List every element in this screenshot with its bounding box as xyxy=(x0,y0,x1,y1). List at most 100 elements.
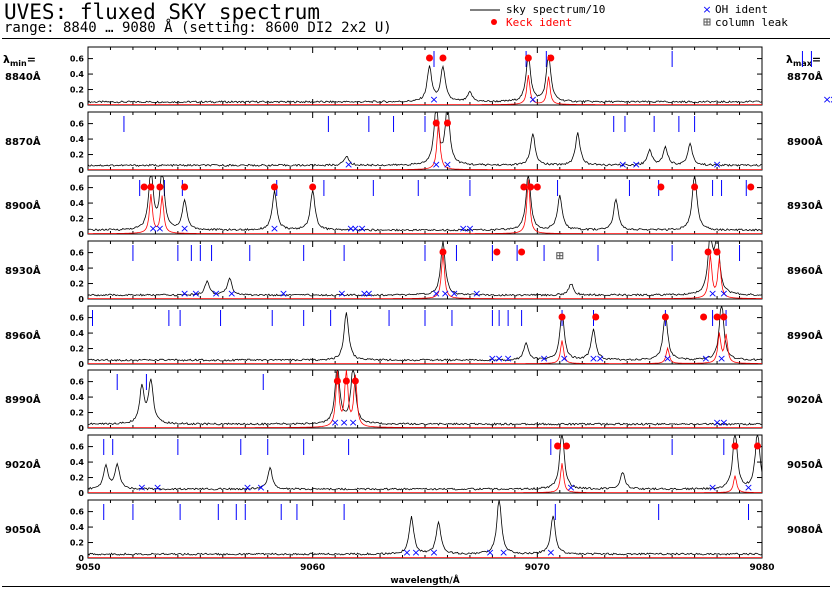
oh-ident-marker: × xyxy=(153,481,162,494)
panel-lambda-min-label: 9050Å xyxy=(5,523,41,536)
oh-ident-marker: × xyxy=(348,416,357,429)
oh-ident-marker: × xyxy=(488,352,497,365)
oh-ident-marker: × xyxy=(270,222,279,235)
y-tick-label: 0.2 xyxy=(70,474,84,483)
y-tick-label: 0.4 xyxy=(70,70,85,79)
oh-ident-marker: × xyxy=(459,222,468,235)
oh-ident-marker: × xyxy=(560,352,569,365)
oh-ident-marker: × xyxy=(708,481,717,494)
x-tick-label: 9050 xyxy=(75,563,100,573)
keck-ident-marker xyxy=(147,183,155,191)
panel-lambda-max-label: 9050Å xyxy=(787,458,823,471)
keck-ident-marker xyxy=(270,183,278,191)
keck-ident-marker xyxy=(713,248,721,256)
oh-ident-marker: × xyxy=(256,481,265,494)
sky-spectrum-line xyxy=(88,500,762,556)
oh-ident-marker: × xyxy=(823,93,832,106)
y-tick-label: 0 xyxy=(78,166,84,175)
oh-ident-marker: × xyxy=(701,352,710,365)
sky-spectrum-line xyxy=(88,435,762,491)
legend-leak-label: column leak xyxy=(715,16,788,29)
keck-ident-marker xyxy=(533,183,541,191)
y-tick-label: 0.6 xyxy=(70,249,85,258)
panel-lambda-max-label: 8930Å xyxy=(787,199,823,212)
keck-ident-marker xyxy=(520,183,528,191)
y-tick-label: 0.6 xyxy=(70,508,85,517)
legend-keck-dot xyxy=(491,19,497,25)
panel-lambda-max-label: 8900Å xyxy=(787,135,823,148)
keck-ident-marker xyxy=(720,313,728,321)
oh-ident-marker: × xyxy=(712,158,721,171)
y-tick-label: 0 xyxy=(78,230,84,239)
oh-ident-marker: × xyxy=(149,222,158,235)
oh-ident-marker: × xyxy=(450,287,459,300)
oh-ident-marker: × xyxy=(539,352,548,365)
oh-ident-marker: × xyxy=(719,287,728,300)
oh-ident-marker: × xyxy=(243,481,252,494)
y-tick-label: 0.2 xyxy=(70,345,84,354)
oh-ident-marker: × xyxy=(441,287,450,300)
x-tick-label: 9060 xyxy=(300,563,325,573)
y-tick-label: 0.4 xyxy=(70,199,85,208)
oh-ident-marker: × xyxy=(432,158,441,171)
y-tick-label: 0.6 xyxy=(70,443,85,452)
legend-oh-icon: × xyxy=(702,3,711,16)
oh-ident-marker: × xyxy=(472,287,481,300)
oh-ident-marker: × xyxy=(340,416,349,429)
page-title: UVES: fluxed SKY spectrum xyxy=(4,0,321,24)
oh-ident-marker: × xyxy=(411,546,420,559)
sky-spectrum-line xyxy=(88,112,762,168)
oh-ident-marker: × xyxy=(717,352,726,365)
keck-ident-marker xyxy=(700,313,708,321)
y-tick-label: 0.6 xyxy=(70,55,85,64)
keck-ident-marker xyxy=(432,119,440,127)
keck-ident-marker xyxy=(558,313,566,321)
oh-ident-marker: × xyxy=(429,546,438,559)
y-tick-label: 0 xyxy=(78,489,84,498)
keck-spectrum-line xyxy=(88,179,762,234)
y-tick-label: 0 xyxy=(78,295,84,304)
keck-ident-marker xyxy=(156,183,164,191)
y-tick-label: 0.6 xyxy=(70,378,85,387)
keck-spectrum-line xyxy=(88,74,762,105)
oh-ident-marker: × xyxy=(337,287,346,300)
oh-ident-marker: × xyxy=(465,222,474,235)
oh-ident-marker: × xyxy=(632,158,641,171)
y-tick-label: 0.6 xyxy=(70,120,85,129)
y-tick-label: 0.4 xyxy=(70,458,85,467)
panel-lambda-max-label: 9080Å xyxy=(787,523,823,536)
oh-ident-marker: × xyxy=(137,481,146,494)
keck-spectrum-line xyxy=(88,121,762,170)
sky-spectrum-line xyxy=(88,306,762,362)
footer-rule xyxy=(2,586,830,587)
y-tick-label: 0.2 xyxy=(70,215,84,224)
panel-frame xyxy=(87,46,763,106)
panel-lambda-min-label: 8840Å xyxy=(5,70,41,83)
panel-lambda-min-label: 8900Å xyxy=(5,199,41,212)
oh-ident-marker: × xyxy=(227,287,236,300)
y-tick-label: 0.2 xyxy=(70,280,84,289)
panel-frame xyxy=(87,434,763,494)
y-tick-label: 0.4 xyxy=(70,393,85,402)
oh-ident-marker: × xyxy=(351,222,360,235)
keck-ident-marker xyxy=(181,183,189,191)
oh-ident-marker: × xyxy=(402,546,411,559)
oh-ident-marker: × xyxy=(566,481,575,494)
keck-ident-marker xyxy=(747,183,755,191)
keck-ident-marker xyxy=(704,248,712,256)
panel-lambda-min-label: 8990Å xyxy=(5,393,41,406)
oh-ident-marker: × xyxy=(495,352,504,365)
oh-ident-marker: × xyxy=(344,158,353,171)
sky-spectrum-line xyxy=(88,370,762,426)
y-tick-label: 0.4 xyxy=(70,523,85,532)
oh-ident-marker: × xyxy=(618,158,627,171)
panel-lambda-min-label: 8930Å xyxy=(5,264,41,277)
oh-ident-marker: × xyxy=(180,287,189,300)
keck-ident-marker xyxy=(713,313,721,321)
keck-ident-marker xyxy=(351,377,359,385)
keck-ident-marker xyxy=(524,54,532,62)
panel-frame xyxy=(87,369,763,429)
y-tick-label: 0.2 xyxy=(70,539,84,548)
sky-spectrum-line xyxy=(88,176,762,232)
y-tick-label: 0.4 xyxy=(70,264,85,273)
